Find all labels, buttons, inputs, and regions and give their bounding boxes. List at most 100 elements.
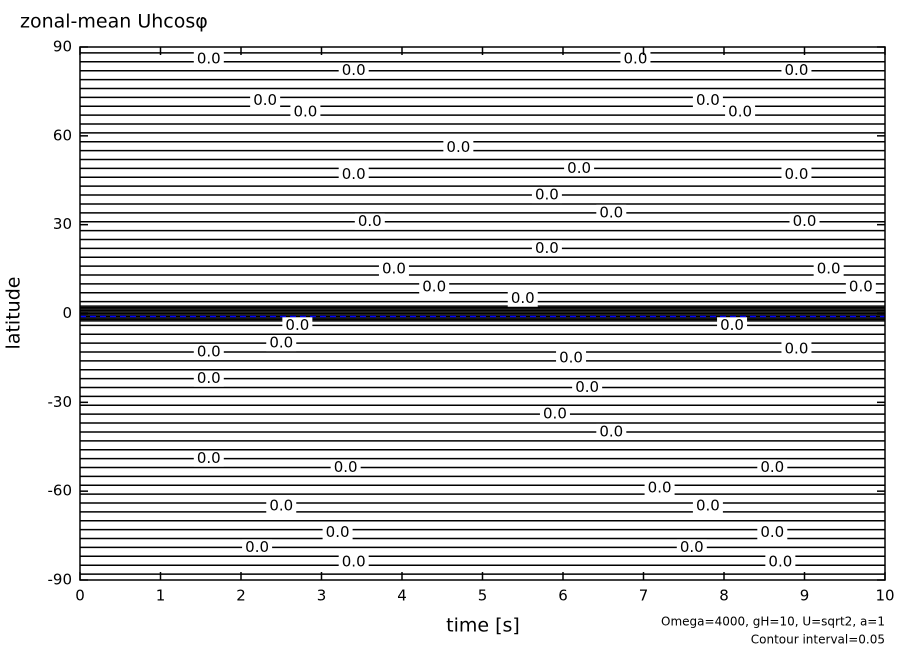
y-tick-label: 30 — [53, 215, 72, 233]
label-bg — [330, 459, 361, 476]
contour-label: 0.0 — [422, 277, 446, 295]
label-bg — [644, 480, 675, 497]
label-bg — [322, 524, 353, 541]
contour-label: 0.0 — [197, 449, 221, 467]
note: Omega=4000, gH=10, U=sqrt2, a=1 — [661, 615, 885, 629]
label-bg — [757, 459, 788, 476]
label-bg — [596, 423, 627, 440]
contour-label: 0.0 — [760, 458, 784, 476]
label-bg — [676, 539, 707, 556]
contour-label: 0.0 — [197, 49, 221, 67]
contour-label: 0.0 — [648, 479, 672, 497]
x-tick-label: 3 — [317, 587, 327, 605]
contour-label: 0.0 — [269, 496, 293, 514]
contour-label: 0.0 — [342, 61, 366, 79]
contour-label: 0.0 — [535, 239, 559, 257]
contour-label: 0.0 — [342, 553, 366, 571]
label-bg — [193, 343, 224, 360]
x-tick-label: 8 — [719, 587, 729, 605]
contour-label: 0.0 — [511, 289, 535, 307]
label-bg — [572, 379, 603, 396]
label-bg — [781, 341, 812, 358]
y-axis-label: latitude — [3, 277, 25, 350]
contour-label: 0.0 — [793, 212, 817, 230]
contour-label: 0.0 — [720, 316, 744, 334]
contour-label: 0.0 — [543, 405, 567, 423]
contour-label: 0.0 — [293, 103, 317, 121]
label-bg — [845, 278, 876, 295]
contour-label: 0.0 — [849, 277, 873, 295]
label-bg — [282, 317, 313, 334]
y-tick-label: -60 — [48, 482, 73, 500]
x-tick-label: 5 — [478, 587, 488, 605]
label-bg — [564, 160, 595, 177]
contour-label: 0.0 — [567, 159, 591, 177]
label-bg — [193, 50, 224, 67]
contour-label: 0.0 — [245, 538, 269, 556]
label-bg — [556, 349, 587, 366]
contour-label: 0.0 — [342, 165, 366, 183]
y-tick-label: -90 — [48, 571, 73, 589]
label-bg — [338, 62, 369, 79]
y-tick-label: 0 — [62, 304, 72, 322]
x-tick-label: 6 — [558, 587, 568, 605]
label-bg — [290, 104, 321, 121]
label-bg — [692, 92, 723, 109]
label-bg — [717, 317, 748, 334]
label-bg — [757, 524, 788, 541]
contour-label: 0.0 — [768, 553, 792, 571]
contour-label: 0.0 — [269, 334, 293, 352]
label-bg — [765, 554, 796, 571]
contour-label: 0.0 — [696, 496, 720, 514]
label-bg — [338, 166, 369, 183]
y-tick-label: -30 — [48, 393, 73, 411]
label-bg — [193, 450, 224, 467]
contour-label: 0.0 — [285, 316, 309, 334]
label-bg — [813, 261, 844, 278]
contour-label: 0.0 — [599, 203, 623, 221]
contour-label: 0.0 — [253, 91, 277, 109]
contour-label: 0.0 — [197, 369, 221, 387]
label-bg — [419, 278, 450, 295]
contour-label: 0.0 — [559, 348, 583, 366]
label-bg — [781, 166, 812, 183]
contour-label: 0.0 — [334, 458, 358, 476]
contour-label: 0.0 — [785, 165, 809, 183]
x-tick-label: 9 — [800, 587, 810, 605]
x-tick-label: 1 — [156, 587, 166, 605]
label-bg — [596, 204, 627, 221]
label-bg — [378, 261, 409, 278]
y-tick-label: 90 — [53, 38, 72, 56]
label-bg — [781, 62, 812, 79]
contour-label: 0.0 — [358, 212, 382, 230]
y-tick-label: 60 — [53, 126, 72, 144]
x-tick-label: 4 — [397, 587, 407, 605]
contour-label: 0.0 — [785, 340, 809, 358]
contour-label: 0.0 — [696, 91, 720, 109]
contour-label: 0.0 — [728, 103, 752, 121]
label-bg — [338, 554, 369, 571]
label-bg — [193, 370, 224, 387]
contour-label: 0.0 — [446, 138, 470, 156]
label-bg — [242, 539, 273, 556]
x-tick-label: 10 — [875, 587, 894, 605]
label-bg — [539, 406, 570, 423]
x-tick-label: 0 — [75, 587, 85, 605]
contour-label: 0.0 — [680, 538, 704, 556]
label-bg — [531, 187, 562, 204]
contour-label: 0.0 — [760, 523, 784, 541]
x-tick-label: 2 — [236, 587, 246, 605]
x-tick-label: 7 — [639, 587, 649, 605]
label-bg — [354, 213, 385, 230]
label-bg — [725, 104, 756, 121]
contour-label: 0.0 — [599, 422, 623, 440]
label-bg — [692, 497, 723, 514]
label-bg — [789, 213, 820, 230]
label-bg — [266, 497, 297, 514]
note: Contour interval=0.05 — [751, 633, 885, 647]
contour-label: 0.0 — [382, 260, 406, 278]
contour-label: 0.0 — [785, 61, 809, 79]
label-bg — [507, 290, 538, 307]
contour-label: 0.0 — [575, 378, 599, 396]
